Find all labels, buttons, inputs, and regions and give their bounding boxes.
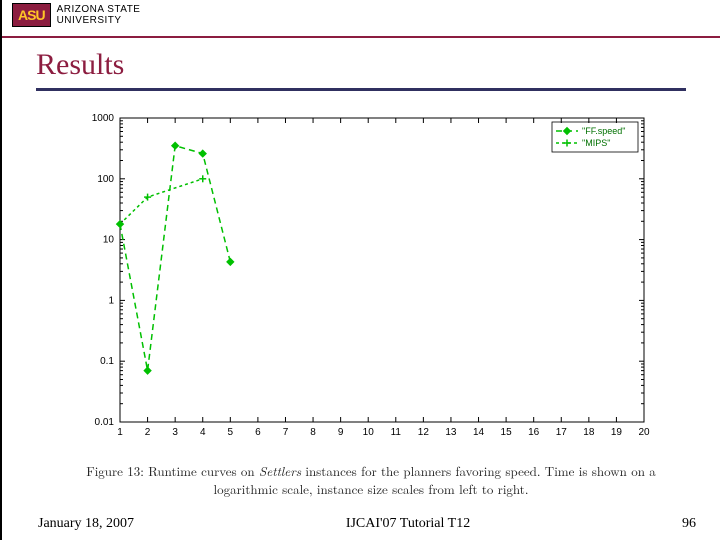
svg-text:19: 19 <box>611 427 623 438</box>
svg-text:1: 1 <box>117 427 123 438</box>
logo-mark: ASU <box>12 3 51 27</box>
title-rule <box>36 88 686 91</box>
svg-text:5: 5 <box>228 427 234 438</box>
svg-text:15: 15 <box>501 427 513 438</box>
svg-text:16: 16 <box>528 427 540 438</box>
figure-caption: Figure 13: Runtime curves on Settlers in… <box>62 462 680 497</box>
svg-text:0.1: 0.1 <box>100 356 114 367</box>
slide: ASU ARIZONA STATE UNIVERSITY Results 123… <box>0 0 720 540</box>
caption-text-1: Runtime curves on <box>148 461 259 480</box>
footer: January 18, 2007 IJCAI'07 Tutorial T12 9… <box>2 516 720 532</box>
svg-text:14: 14 <box>473 427 485 438</box>
asu-logo: ASU ARIZONA STATE UNIVERSITY <box>12 3 140 27</box>
svg-text:10: 10 <box>103 235 115 246</box>
logo-bar: ASU ARIZONA STATE UNIVERSITY <box>2 0 720 38</box>
svg-text:11: 11 <box>391 427 402 438</box>
svg-text:"MIPS": "MIPS" <box>582 138 610 148</box>
svg-text:0.01: 0.01 <box>95 417 115 428</box>
svg-text:2: 2 <box>145 427 151 438</box>
title-area: Results <box>2 38 720 86</box>
footer-center: IJCAI'07 Tutorial T12 <box>346 516 470 532</box>
svg-text:10: 10 <box>363 427 375 438</box>
runtime-chart: 12345678910111213141516171819200.010.111… <box>72 112 652 442</box>
svg-text:4: 4 <box>200 427 206 438</box>
svg-text:3: 3 <box>172 427 178 438</box>
svg-text:1: 1 <box>108 295 114 306</box>
svg-text:9: 9 <box>338 427 344 438</box>
svg-text:20: 20 <box>638 427 650 438</box>
logo-text: ARIZONA STATE UNIVERSITY <box>57 4 141 26</box>
svg-text:100: 100 <box>97 174 114 185</box>
svg-text:6: 6 <box>255 427 261 438</box>
svg-text:12: 12 <box>418 427 430 438</box>
svg-text:18: 18 <box>583 427 595 438</box>
logo-line2: UNIVERSITY <box>57 15 141 26</box>
svg-text:17: 17 <box>556 427 568 438</box>
svg-text:8: 8 <box>310 427 316 438</box>
svg-text:7: 7 <box>283 427 289 438</box>
svg-text:1000: 1000 <box>92 113 115 124</box>
chart-svg: 12345678910111213141516171819200.010.111… <box>72 112 652 442</box>
page-title: Results <box>36 48 720 82</box>
caption-prefix: Figure 13: <box>86 461 144 480</box>
caption-ital: Settlers <box>259 461 301 480</box>
footer-date: January 18, 2007 <box>38 516 134 532</box>
svg-text:"FF.speed": "FF.speed" <box>582 126 625 136</box>
logo-line1: ARIZONA STATE <box>57 4 141 15</box>
svg-text:13: 13 <box>445 427 457 438</box>
footer-page: 96 <box>682 516 696 532</box>
